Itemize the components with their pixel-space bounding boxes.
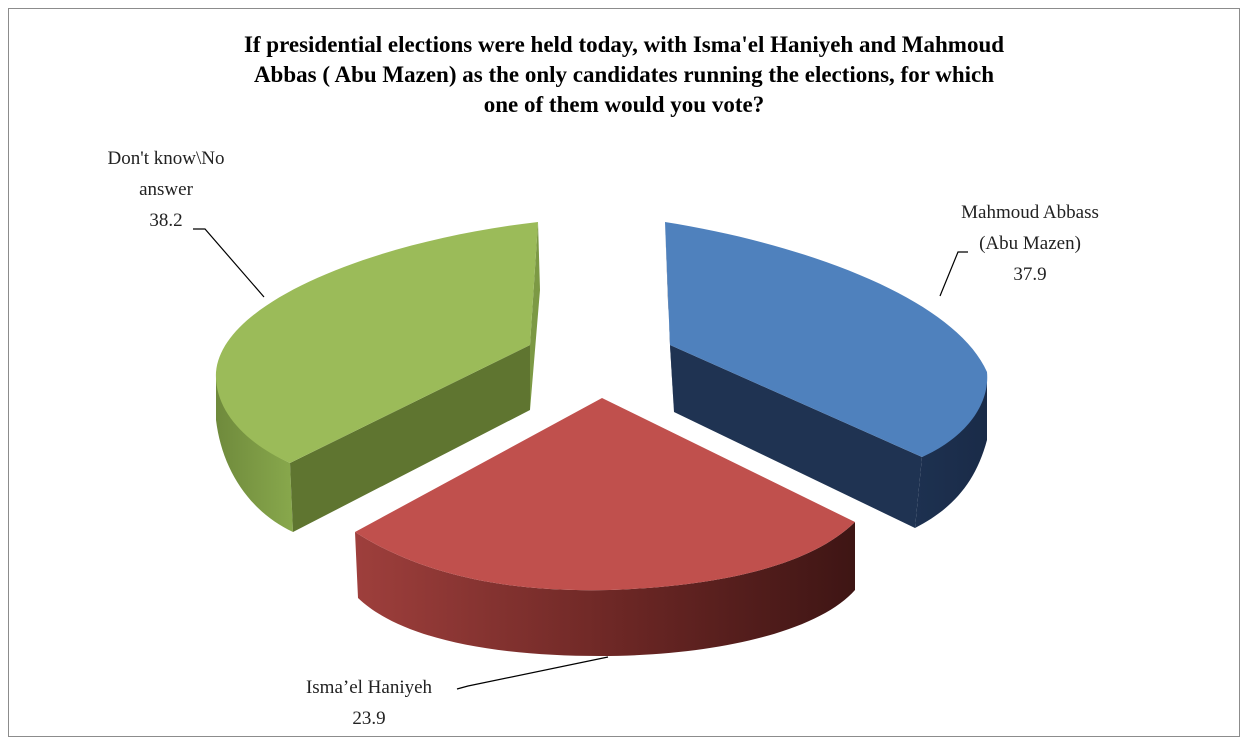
slice-abbas-depth [915, 380, 987, 528]
label-haniyeh: Isma’el Haniyeh [306, 677, 433, 698]
label-dont-know-line-2: answer [139, 179, 193, 200]
slice-dont-know-back-wall [530, 222, 540, 410]
slice-dont-know-top [215, 222, 538, 463]
leader-line-dont-know [193, 228, 265, 298]
slice-dont-know-depth [216, 372, 293, 532]
leader-line-abbas [939, 251, 968, 297]
value-dont-know: 38.2 [149, 210, 182, 231]
label-dont-know-line-1: Don't know\No [108, 148, 225, 169]
slice-haniyeh-top [355, 398, 855, 591]
leader-line-haniyeh [456, 656, 609, 690]
slice-dont-know-inner-wall [290, 345, 530, 532]
chart-title-line-2: Abbas ( Abu Mazen) as the only candidate… [253, 62, 995, 87]
slice-abbas-top [665, 222, 988, 457]
label-abbas-line-1: Mahmoud Abbass [961, 202, 1099, 223]
label-abbas-line-2: (Abu Mazen) [979, 233, 1081, 254]
chart-title-line-3: one of them would you vote? [483, 92, 765, 117]
slice-abbas-side [670, 345, 922, 528]
chart-title: If presidential elections were held toda… [0, 30, 1248, 120]
pie-slice-abbas [665, 222, 988, 528]
pie-slice-dont-know [215, 222, 540, 532]
pie-slice-haniyeh [355, 398, 855, 656]
value-abbas: 37.9 [1013, 264, 1046, 285]
chart-title-line-1: If presidential elections were held toda… [243, 32, 1005, 57]
value-haniyeh: 23.9 [352, 708, 385, 729]
slice-haniyeh-depth [355, 522, 855, 656]
